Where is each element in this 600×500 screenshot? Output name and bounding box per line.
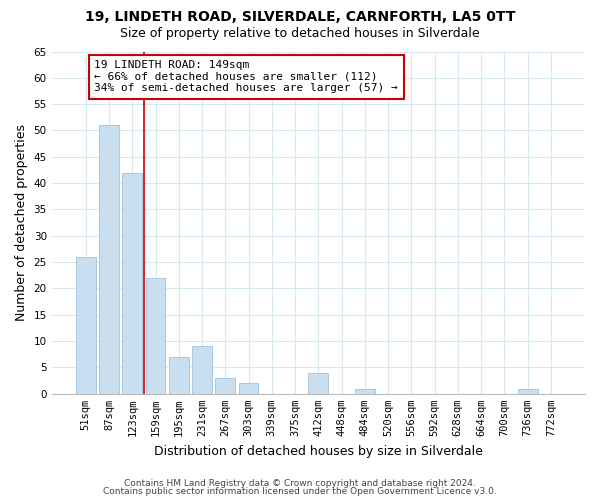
X-axis label: Distribution of detached houses by size in Silverdale: Distribution of detached houses by size … xyxy=(154,444,483,458)
Bar xyxy=(518,388,538,394)
Bar xyxy=(239,384,259,394)
Bar xyxy=(76,257,95,394)
Text: Contains HM Land Registry data © Crown copyright and database right 2024.: Contains HM Land Registry data © Crown c… xyxy=(124,478,476,488)
Bar xyxy=(355,388,375,394)
Bar xyxy=(122,172,142,394)
Bar xyxy=(215,378,235,394)
Bar xyxy=(146,278,166,394)
Y-axis label: Number of detached properties: Number of detached properties xyxy=(15,124,28,321)
Text: 19 LINDETH ROAD: 149sqm
← 66% of detached houses are smaller (112)
34% of semi-d: 19 LINDETH ROAD: 149sqm ← 66% of detache… xyxy=(94,60,398,94)
Bar xyxy=(308,372,328,394)
Bar xyxy=(169,357,188,394)
Text: Contains public sector information licensed under the Open Government Licence v3: Contains public sector information licen… xyxy=(103,487,497,496)
Text: 19, LINDETH ROAD, SILVERDALE, CARNFORTH, LA5 0TT: 19, LINDETH ROAD, SILVERDALE, CARNFORTH,… xyxy=(85,10,515,24)
Text: Size of property relative to detached houses in Silverdale: Size of property relative to detached ho… xyxy=(120,28,480,40)
Bar xyxy=(99,125,119,394)
Bar xyxy=(192,346,212,394)
